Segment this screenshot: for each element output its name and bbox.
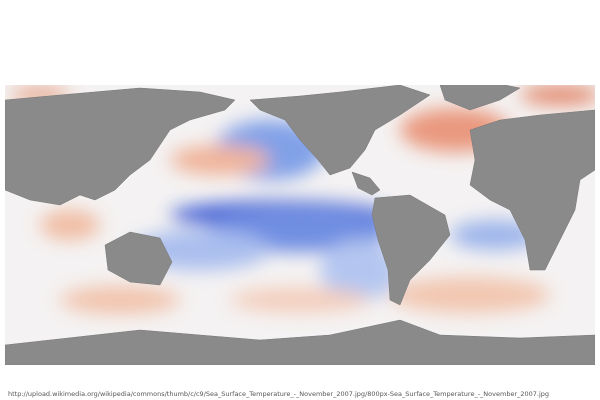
- land: [5, 81, 595, 365]
- map-area: [5, 80, 595, 365]
- image-url-caption: http://upload.wikimedia.org/wikipedia/co…: [8, 390, 550, 398]
- anomaly-field: [10, 85, 595, 314]
